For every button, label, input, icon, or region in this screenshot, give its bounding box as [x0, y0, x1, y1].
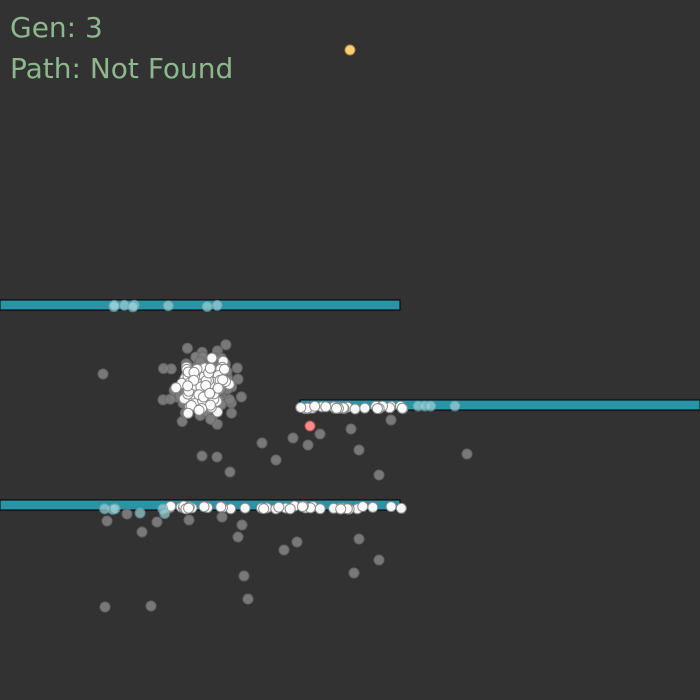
- population-dot: [287, 432, 299, 444]
- path-value: Not Found: [89, 52, 234, 85]
- population-dot: [295, 402, 307, 413]
- population-dot: [224, 394, 235, 405]
- population-dot: [385, 501, 397, 513]
- population-dot: [211, 451, 223, 463]
- population-dot: [211, 299, 223, 311]
- generation-counter: Gen: 3: [10, 14, 103, 42]
- population-dot: [353, 444, 365, 456]
- population-dot: [373, 469, 385, 481]
- population-dot: [121, 508, 133, 520]
- population-dot: [359, 402, 371, 414]
- wall-1: [0, 299, 401, 311]
- population-dot: [302, 439, 314, 451]
- population-dot: [309, 400, 321, 412]
- population-dot: [348, 567, 360, 579]
- population-dot: [99, 503, 111, 515]
- population-dot: [349, 403, 361, 415]
- population-dot: [205, 413, 217, 425]
- population-dot: [425, 400, 437, 412]
- population-dot: [291, 536, 303, 548]
- population-dot: [314, 503, 326, 515]
- population-dot: [371, 403, 383, 415]
- population-dot: [284, 503, 296, 515]
- population-dot: [196, 450, 208, 462]
- population-dot: [314, 428, 326, 440]
- path-label: Path:: [10, 52, 81, 85]
- population-dot: [215, 501, 227, 513]
- population-dot: [353, 533, 365, 545]
- population-dot: [235, 391, 247, 403]
- population-dot: [331, 402, 342, 414]
- population-dot: [320, 401, 332, 413]
- population-dot: [204, 387, 216, 399]
- population-dot: [204, 362, 216, 374]
- population-dot: [219, 363, 230, 375]
- population-dot: [217, 374, 229, 386]
- population-dot: [357, 501, 369, 512]
- population-dot: [258, 503, 270, 515]
- population-dot: [170, 382, 182, 394]
- population-dot: [216, 511, 228, 523]
- population-dot: [109, 503, 121, 515]
- population-dot: [212, 382, 224, 394]
- population-dot: [183, 514, 195, 526]
- population-dot: [231, 362, 243, 374]
- population-dot: [136, 526, 148, 538]
- population-dot: [236, 519, 248, 531]
- population-dot: [201, 301, 213, 312]
- population-dot: [297, 501, 308, 513]
- path-status: Path: Not Found: [10, 55, 233, 83]
- population-dot: [232, 373, 244, 385]
- population-dot: [256, 437, 268, 449]
- population-dot: [99, 601, 111, 613]
- population-dot: [182, 380, 194, 392]
- population-dot: [224, 466, 236, 478]
- population-dot: [461, 448, 473, 460]
- population-dot: [206, 352, 218, 364]
- population-dot: [181, 342, 193, 354]
- population-dot: [151, 516, 163, 528]
- population-dot: [220, 339, 232, 351]
- population-dot: [164, 393, 176, 405]
- population-dot: [232, 531, 244, 543]
- population-dots: [97, 299, 473, 613]
- population-dot: [242, 593, 254, 605]
- population-dot: [158, 363, 169, 374]
- population-dot: [127, 301, 139, 313]
- population-dot: [273, 501, 285, 513]
- population-dot: [395, 502, 407, 514]
- population-dot: [182, 407, 194, 419]
- population-dot: [367, 501, 379, 513]
- population-dot: [396, 402, 408, 414]
- population-dot: [278, 544, 290, 556]
- best-dot: [304, 420, 316, 432]
- population-dot: [270, 454, 282, 466]
- population-dot: [193, 404, 205, 416]
- population-dot: [449, 400, 461, 412]
- generation-value: 3: [85, 11, 103, 44]
- population-dot: [145, 600, 157, 612]
- population-dot: [335, 503, 347, 515]
- population-dot: [183, 502, 195, 514]
- generation-label: Gen:: [10, 11, 77, 44]
- population-dot: [385, 414, 397, 426]
- population-dot: [198, 501, 210, 513]
- population-dot: [97, 368, 109, 380]
- population-dot: [108, 299, 120, 311]
- population-dot: [373, 554, 385, 566]
- population-dot: [159, 508, 171, 519]
- population-dot: [134, 507, 146, 519]
- population-dot: [162, 300, 174, 312]
- goal-target: [344, 44, 356, 56]
- population-dot: [226, 407, 237, 419]
- population-dot: [345, 423, 357, 435]
- population-dot: [238, 570, 250, 582]
- population-dot: [239, 502, 251, 514]
- population-dot: [101, 515, 113, 527]
